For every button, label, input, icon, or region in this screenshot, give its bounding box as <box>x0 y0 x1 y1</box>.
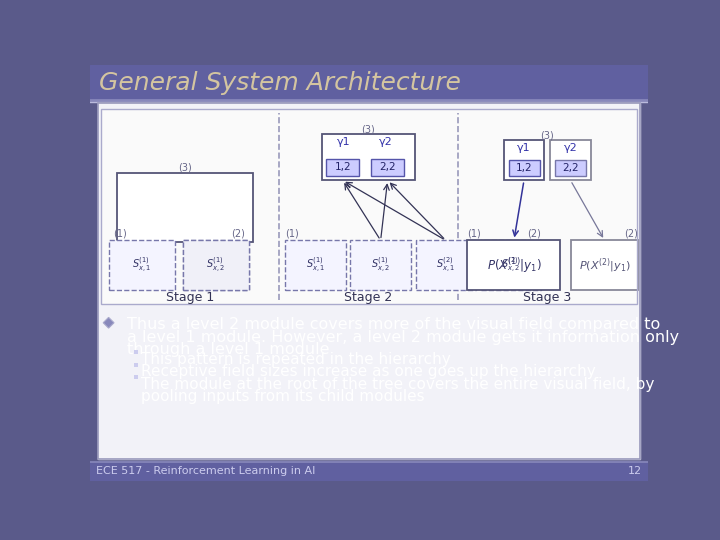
Bar <box>90 462 648 481</box>
Bar <box>98 103 640 459</box>
Text: 12: 12 <box>628 467 642 476</box>
Bar <box>134 350 138 354</box>
Text: (3): (3) <box>178 163 192 173</box>
Text: a level 1 module. However, a level 2 module gets it information only: a level 1 module. However, a level 2 mod… <box>127 330 680 345</box>
Text: 1,2: 1,2 <box>516 163 532 173</box>
Bar <box>322 134 415 180</box>
Text: (3): (3) <box>541 131 554 140</box>
Text: The module at the root of the tree covers the entire visual field, by: The module at the root of the tree cover… <box>141 377 654 392</box>
Text: $S^{(1)}_{x,1}$: $S^{(1)}_{x,1}$ <box>132 255 152 274</box>
Bar <box>90 65 648 100</box>
Text: General System Architecture: General System Architecture <box>99 71 462 94</box>
Bar <box>351 240 411 291</box>
Text: $S^{(2)}_{x,2}$: $S^{(2)}_{x,2}$ <box>501 255 521 274</box>
Bar <box>109 240 175 291</box>
Bar <box>117 173 253 242</box>
Text: $S^{(1)}_{x,1}$: $S^{(1)}_{x,1}$ <box>306 255 325 274</box>
Bar <box>481 240 541 291</box>
Bar <box>550 140 590 180</box>
Bar <box>98 103 640 459</box>
Text: Stage 2: Stage 2 <box>344 291 392 304</box>
Text: through a level 1 module: through a level 1 module <box>127 342 330 357</box>
Text: $P(X^{(2)}|y_1)$: $P(X^{(2)}|y_1)$ <box>579 256 631 275</box>
Bar <box>372 159 404 176</box>
Text: pooling inputs from its child modules: pooling inputs from its child modules <box>141 389 425 404</box>
Bar <box>326 159 359 176</box>
Text: 2,2: 2,2 <box>379 162 396 172</box>
Text: γ1: γ1 <box>337 137 350 147</box>
Bar <box>183 240 249 291</box>
Bar <box>508 160 539 176</box>
Text: (2): (2) <box>231 229 245 239</box>
Text: $P(X^{(1)}|y_1)$: $P(X^{(1)}|y_1)$ <box>487 256 541 275</box>
Bar <box>101 110 637 303</box>
Text: γ1: γ1 <box>517 143 531 153</box>
Text: (2): (2) <box>527 229 541 239</box>
Text: Thus a level 2 module covers more of the visual field compared to: Thus a level 2 module covers more of the… <box>127 318 660 332</box>
Bar <box>504 140 544 180</box>
Text: This pattern is repeated in the hierarchy: This pattern is repeated in the hierarch… <box>141 352 451 367</box>
Text: $S^{(1)}_{x,2}$: $S^{(1)}_{x,2}$ <box>206 255 225 274</box>
Text: (1): (1) <box>113 229 127 239</box>
Bar <box>467 240 560 291</box>
Text: 1,2: 1,2 <box>334 162 351 172</box>
Text: ECE 517 - Reinforcement Learning in AI: ECE 517 - Reinforcement Learning in AI <box>96 467 315 476</box>
Text: Receptive field sizes increase as one goes up the hierarchy: Receptive field sizes increase as one go… <box>141 364 596 379</box>
Bar <box>101 110 637 303</box>
Text: $S^{(1)}_{x,2}$: $S^{(1)}_{x,2}$ <box>371 255 390 274</box>
Text: (2): (2) <box>624 229 638 239</box>
Text: $S^{(2)}_{x,1}$: $S^{(2)}_{x,1}$ <box>436 255 455 274</box>
Bar <box>183 240 249 291</box>
Bar <box>555 160 586 176</box>
Bar <box>285 240 346 291</box>
Bar <box>415 240 476 291</box>
Text: Stage 1: Stage 1 <box>166 291 214 304</box>
Text: (3): (3) <box>361 125 375 134</box>
Text: 2,2: 2,2 <box>562 163 579 173</box>
Text: γ2: γ2 <box>564 143 577 153</box>
Text: (1): (1) <box>467 229 481 239</box>
Text: Stage 3: Stage 3 <box>523 291 572 304</box>
Bar <box>134 363 138 367</box>
Text: γ2: γ2 <box>379 137 392 147</box>
Polygon shape <box>103 318 114 328</box>
Bar <box>134 375 138 379</box>
Bar <box>571 240 638 291</box>
Text: (1): (1) <box>285 229 299 239</box>
